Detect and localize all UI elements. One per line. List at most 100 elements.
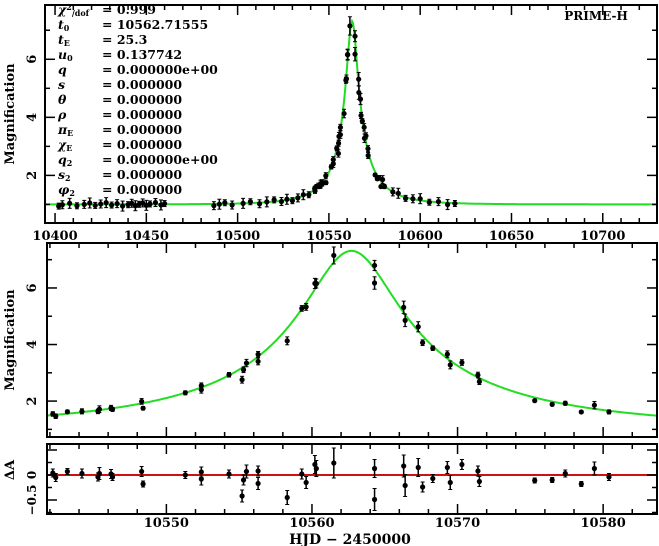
data-point: [476, 478, 482, 485]
data-point: [96, 406, 103, 412]
data-point: [426, 199, 432, 205]
param-symbol: ρ: [58, 107, 67, 122]
param-value: = 25.3: [102, 32, 148, 47]
param-value: = 0.000000: [102, 167, 183, 182]
axis-ticks-2: [47, 444, 657, 514]
data-point: [182, 472, 188, 478]
data-point: [79, 470, 85, 477]
data-point: [284, 494, 290, 501]
data-point: [435, 199, 442, 205]
data-point: [161, 200, 168, 207]
data-point: [459, 461, 465, 468]
data-point: [114, 201, 120, 207]
data-point: [247, 199, 253, 205]
param-value: = 0.999: [102, 2, 156, 17]
data-point: [240, 367, 247, 373]
data-point: [284, 338, 290, 344]
data-point: [331, 252, 337, 259]
data-point: [103, 200, 109, 206]
data-point: [139, 468, 145, 475]
data-point: [255, 480, 261, 487]
data-point: [79, 408, 85, 414]
param-value: = 0.000000: [102, 107, 183, 122]
panel-frame-2: [46, 443, 658, 515]
data-point: [402, 482, 408, 489]
data-point: [591, 402, 597, 408]
data-point: [240, 477, 247, 483]
param-value: = 0.137742: [102, 47, 183, 62]
data-point: [295, 195, 301, 201]
data-point: [140, 405, 146, 411]
data-point: [96, 470, 103, 477]
data-point: [278, 198, 285, 205]
model-curve: [47, 249, 657, 417]
y-axis-label: ΔA: [3, 459, 18, 480]
data-point: [343, 76, 350, 82]
data-point: [532, 398, 538, 404]
data-point: [306, 192, 312, 198]
x-tick-label: 10450: [124, 229, 169, 244]
data-point: [365, 152, 371, 159]
data-point: [243, 468, 250, 475]
x-tick-label: 10580: [581, 516, 626, 531]
data-point: [371, 465, 378, 472]
param-symbol: u0: [58, 47, 73, 63]
data-point: [532, 477, 538, 484]
data-point: [475, 468, 481, 474]
data-point: [390, 189, 396, 195]
data-point: [303, 304, 309, 310]
data-point: [447, 479, 453, 486]
param-symbol: tE: [58, 32, 70, 48]
data-point: [606, 409, 612, 415]
data-point: [264, 199, 270, 205]
data-point: [243, 360, 250, 366]
param-10: q2 = 0.000000e+00: [58, 152, 218, 167]
fit-parameters: χ2/dof = 0.999 t0 = 10562.71555 tE = 25.3 u0 = …: [58, 2, 218, 197]
data-point: [402, 317, 408, 323]
param-symbol: s2: [58, 167, 71, 183]
param-5: s = 0.000000: [58, 77, 218, 92]
data-point: [64, 409, 70, 415]
x-tick-label: 10400: [32, 229, 77, 244]
data-point: [361, 124, 367, 130]
data-point: [198, 383, 204, 389]
data-point: [222, 200, 228, 206]
param-value: = 0.000000: [102, 92, 183, 107]
data-point: [271, 197, 277, 203]
param-7: ρ = 0.000000: [58, 107, 218, 122]
data-point: [229, 202, 235, 208]
data-point: [337, 124, 344, 131]
data-point: [198, 476, 204, 482]
data-point: [255, 468, 261, 474]
data-point: [371, 280, 378, 286]
overview-points: [56, 16, 458, 212]
param-symbol: χE: [58, 137, 73, 153]
x-tick-label: 10650: [489, 229, 534, 244]
param-value: = 0.000000: [102, 77, 183, 92]
data-point: [402, 195, 409, 201]
data-point: [459, 359, 465, 366]
data-point: [323, 173, 329, 179]
data-point: [476, 379, 482, 385]
data-point: [139, 398, 145, 405]
param-3: u0 = 0.137742: [58, 47, 218, 62]
param-symbol: q: [58, 62, 67, 77]
param-12: φ2 = 0.000000: [58, 182, 218, 197]
data-point: [182, 390, 188, 396]
x-tick-label: 10550: [144, 516, 189, 531]
data-point: [365, 146, 371, 152]
param-9: χE = 0.000000: [58, 137, 218, 152]
data-point: [444, 464, 450, 471]
data-point: [216, 201, 222, 207]
data-point: [92, 202, 98, 209]
param-symbol: χ2/dof: [58, 2, 90, 18]
param-11: s2 = 0.000000: [58, 167, 218, 182]
data-point: [140, 481, 146, 487]
data-point: [358, 112, 364, 119]
data-point: [87, 200, 93, 206]
data-point: [359, 118, 365, 124]
data-point: [444, 201, 451, 208]
param-2: tE = 25.3: [58, 32, 218, 47]
data-point: [289, 198, 295, 204]
